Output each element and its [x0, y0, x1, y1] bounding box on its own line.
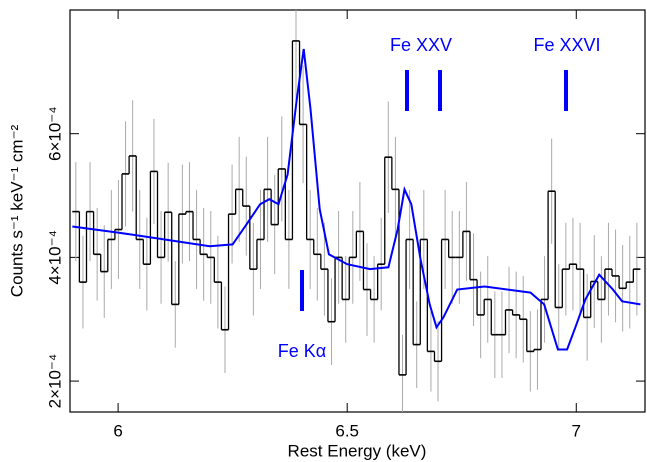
y-tick-label: 4×10⁻⁴ — [45, 230, 64, 285]
x-axis-label: Rest Energy (keV) — [288, 441, 427, 460]
y-axis-label: Counts s⁻¹ keV⁻¹ cm⁻² — [7, 124, 26, 297]
annotation: Fe Kα — [278, 341, 326, 361]
x-tick-label: 6 — [113, 421, 122, 440]
y-tick-label: 6×10⁻⁴ — [45, 106, 64, 161]
x-tick-label: 6.5 — [335, 421, 359, 440]
annotation: Fe XXVI — [533, 35, 600, 55]
y-tick-label: 2×10⁻⁴ — [45, 354, 64, 409]
plot-frame — [69, 9, 646, 413]
x-tick-label: 7 — [572, 421, 581, 440]
model-line — [72, 48, 641, 351]
annotation: Fe XXV — [390, 35, 452, 55]
